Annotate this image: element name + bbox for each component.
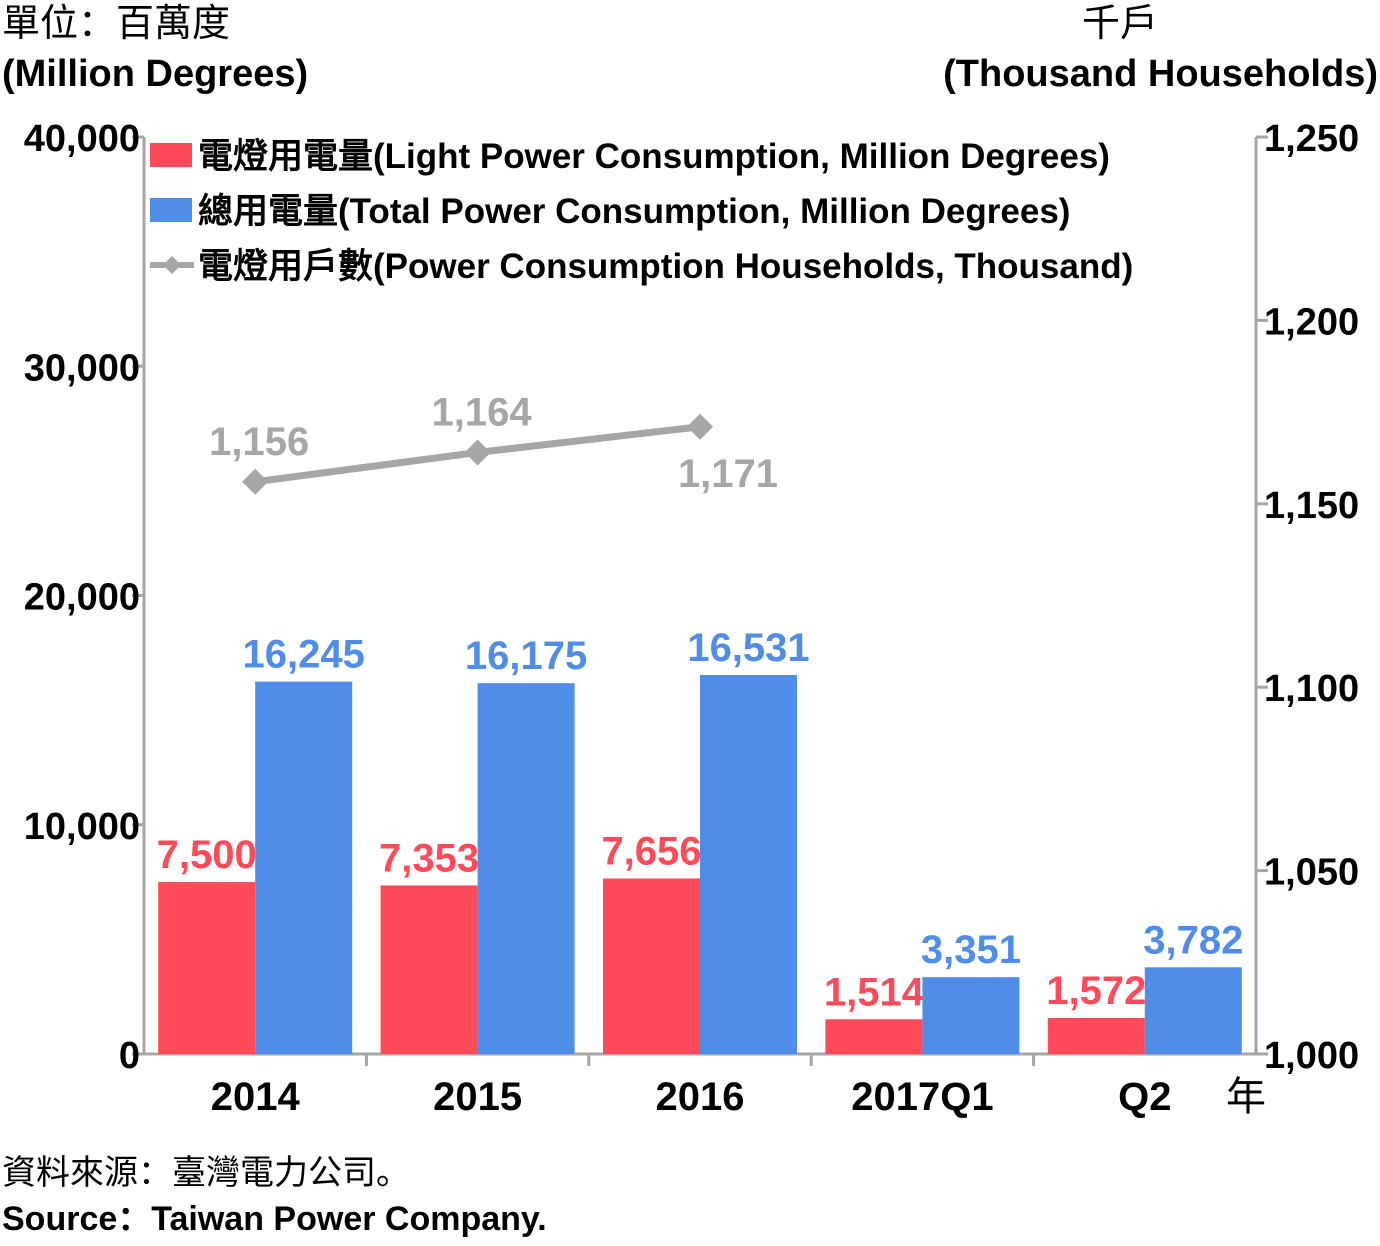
light-consumption-bar [158,882,256,1054]
source-note-en: Source：Taiwan Power Company. [2,1200,547,1238]
right-axis-tick-label: 1,200 [1264,301,1359,343]
x-axis-category-label: 2014 [211,1075,301,1119]
left-axis-tick-label: 20,000 [24,577,140,619]
right-axis-unit-en: (Thousand Households) [943,53,1378,95]
left-axis-tick-label: 10,000 [24,806,140,848]
light-consumption-bar [1047,1017,1145,1054]
total-consumption-bar [700,675,797,1054]
right-axis-tick-label: 1,000 [1264,1035,1359,1077]
right-axis-tick-label: 1,150 [1264,485,1359,527]
light-consumption-label: 7,656 [601,829,701,873]
households-marker [464,439,491,466]
legend-households-marker [163,256,181,274]
total-consumption-bar [922,977,1020,1054]
total-consumption-bar [1144,967,1242,1054]
legend-households-text: 電燈用戶數(Power Consumption Households, Thou… [198,247,1133,286]
households-label: 1,164 [432,390,533,434]
total-consumption-bar [477,683,575,1054]
legend-light-consumption-text: 電燈用電量(Light Power Consumption, Million D… [198,137,1110,176]
x-axis-category-label: 2017Q1 [851,1075,993,1119]
households-marker [687,413,713,440]
left-axis-tick-label: 30,000 [24,347,140,389]
total-consumption-label: 16,531 [687,626,809,670]
right-axis-tick-label: 1,250 [1264,118,1359,160]
total-consumption-label: 3,351 [921,928,1021,972]
right-axis-tick-label: 1,100 [1264,668,1359,710]
x-axis-category-label: 2016 [656,1075,745,1119]
left-axis-unit-en: (Million Degrees) [2,53,309,95]
light-consumption-label: 1,572 [1046,969,1146,1013]
x-axis-suffix: 年 [1226,1075,1266,1119]
left-axis-unit-zh: 單位：百萬度 [2,3,231,45]
light-consumption-bar [603,878,700,1054]
total-consumption-label: 16,175 [465,634,587,678]
total-consumption-label: 3,782 [1143,918,1243,962]
light-consumption-bar [825,1019,923,1054]
light-consumption-bar [380,885,478,1054]
households-label: 1,171 [678,452,778,496]
right-axis-tick-label: 1,050 [1264,852,1359,894]
x-axis-category-label: 2015 [433,1075,522,1119]
legend-light-consumption-swatch [150,143,192,167]
total-consumption-label: 16,245 [243,633,365,677]
x-axis-category-label: Q2 [1118,1075,1171,1119]
light-consumption-label: 7,353 [379,836,479,880]
total-consumption-bar [255,681,353,1054]
households-marker [242,468,269,495]
households-label: 1,156 [209,420,309,464]
right-axis-unit-zh: 千戶 [1081,3,1158,45]
legend-total-consumption-text: 總用電量(Total Power Consumption, Million De… [198,192,1070,231]
left-axis-tick-label: 40,000 [24,118,140,160]
light-consumption-label: 1,514 [824,970,925,1014]
left-axis-tick-label: 0 [119,1035,140,1077]
legend-total-consumption-swatch [150,198,192,222]
light-consumption-label: 7,500 [157,833,257,877]
source-note-zh: 資料來源：臺灣電力公司。 [2,1154,410,1192]
